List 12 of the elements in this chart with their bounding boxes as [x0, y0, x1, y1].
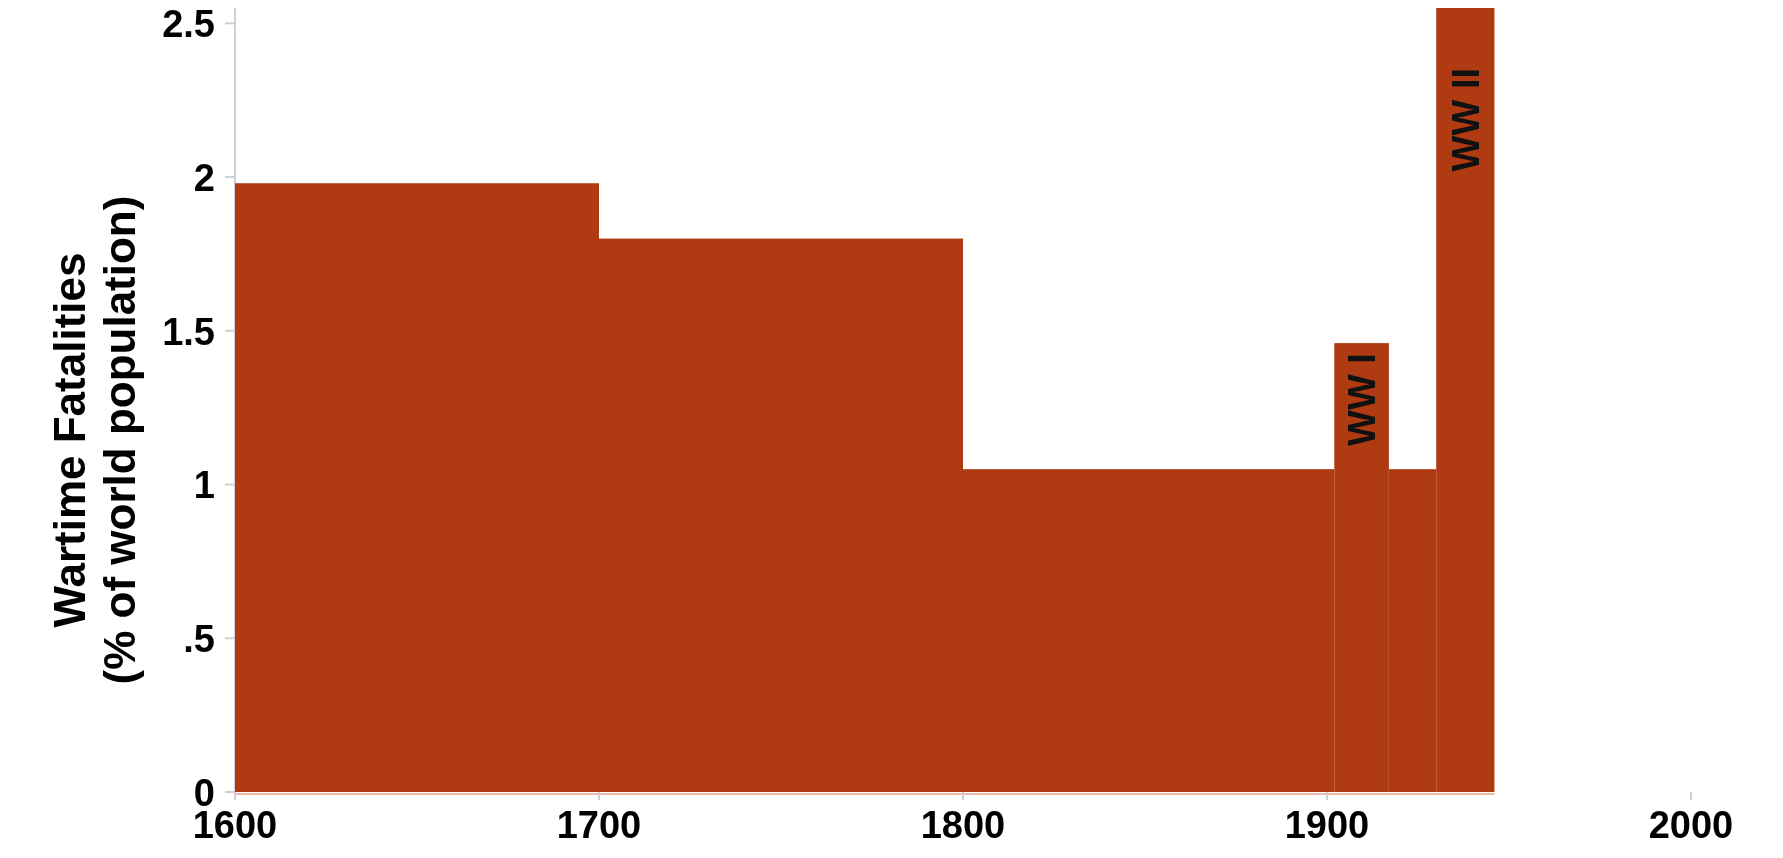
- x-tick-label: 2000: [1648, 804, 1734, 846]
- y-tick-label: 2: [193, 156, 215, 199]
- y-axis-title: Wartime Fatalities (% of world population): [45, 195, 144, 685]
- y-tick-label: .5: [183, 617, 215, 660]
- x-tick-label: 1700: [556, 804, 642, 846]
- annotation: WW I: [1341, 353, 1384, 446]
- annotation: WW II: [1445, 68, 1487, 172]
- x-tick-label: 1800: [920, 804, 1006, 846]
- x-tick-label: 1900: [1284, 804, 1370, 846]
- y-tick-label: 1.5: [162, 310, 215, 353]
- y-tick-label: 2.5: [162, 3, 215, 46]
- y-tick-label: 1: [193, 464, 215, 507]
